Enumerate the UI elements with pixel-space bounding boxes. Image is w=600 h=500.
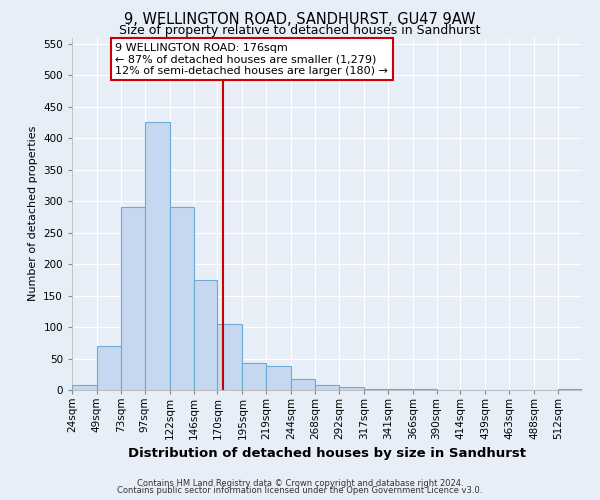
Bar [217,324,242,390]
Bar [291,378,315,390]
Bar [242,363,266,390]
Text: Contains public sector information licensed under the Open Government Licence v3: Contains public sector information licen… [118,486,482,495]
X-axis label: Distribution of detached houses by size in Sandhurst: Distribution of detached houses by size … [128,448,526,460]
Text: Size of property relative to detached houses in Sandhurst: Size of property relative to detached ho… [119,24,481,37]
Bar [339,387,364,390]
Bar [145,122,170,390]
Bar [194,280,217,390]
Bar [97,346,121,390]
Bar [266,366,291,390]
Text: 9, WELLINGTON ROAD, SANDHURST, GU47 9AW: 9, WELLINGTON ROAD, SANDHURST, GU47 9AW [124,12,476,28]
Bar [72,385,97,390]
Text: Contains HM Land Registry data © Crown copyright and database right 2024.: Contains HM Land Registry data © Crown c… [137,478,463,488]
Bar [364,388,388,390]
Bar [121,208,145,390]
Bar [315,385,339,390]
Bar [170,208,194,390]
Y-axis label: Number of detached properties: Number of detached properties [28,126,38,302]
Text: 9 WELLINGTON ROAD: 176sqm
← 87% of detached houses are smaller (1,279)
12% of se: 9 WELLINGTON ROAD: 176sqm ← 87% of detac… [115,43,388,76]
